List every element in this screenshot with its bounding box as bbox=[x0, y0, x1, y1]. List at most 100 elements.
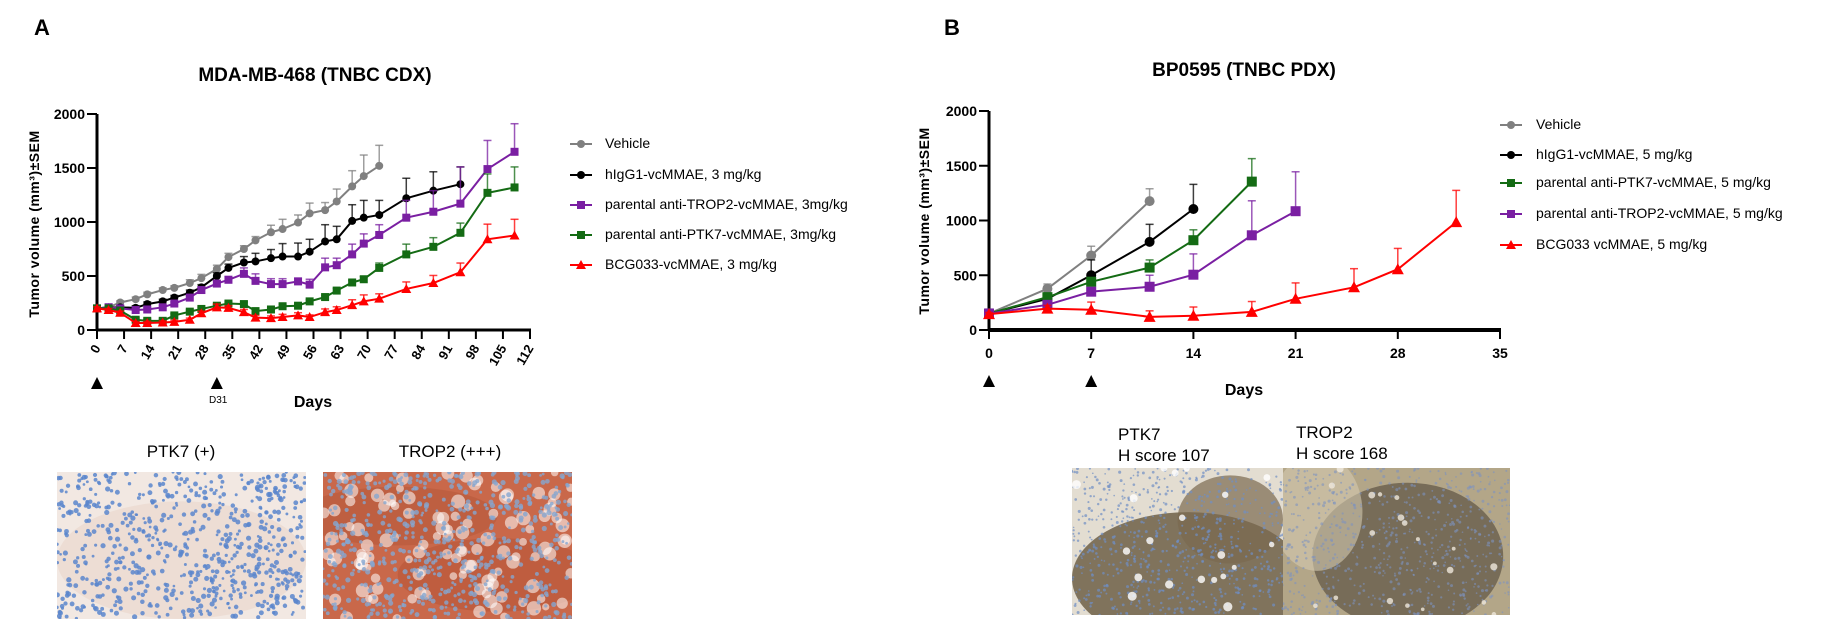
ihc-cell bbox=[1111, 606, 1115, 610]
ihc-cell bbox=[1290, 513, 1293, 515]
ihc-cell bbox=[1167, 607, 1171, 611]
ihc-cell bbox=[224, 544, 229, 550]
ihc-cell bbox=[81, 474, 87, 480]
ihc-cell bbox=[179, 591, 184, 595]
ihc-cell bbox=[1292, 574, 1295, 577]
ihc-cell bbox=[1293, 495, 1296, 499]
data-point bbox=[456, 228, 465, 237]
ihc-cell bbox=[1142, 487, 1145, 491]
ihc-cell bbox=[1179, 542, 1181, 545]
ihc-cell bbox=[1219, 568, 1222, 571]
ihc-cell bbox=[460, 566, 464, 570]
ihc-cell bbox=[1364, 566, 1367, 570]
ihc-cell bbox=[345, 577, 351, 583]
ihc-cell bbox=[457, 612, 462, 617]
ihc-cell bbox=[257, 570, 262, 575]
ihc-cell bbox=[1294, 566, 1298, 570]
ihc-cell bbox=[1178, 514, 1186, 521]
ihc-cell bbox=[174, 545, 178, 548]
ihc-cell bbox=[487, 578, 499, 591]
ihc-cell bbox=[1268, 541, 1275, 548]
ihc-cell bbox=[1165, 569, 1169, 573]
ihc-cell bbox=[1422, 492, 1426, 496]
ihc-cell bbox=[490, 472, 495, 477]
ihc-cell bbox=[411, 535, 415, 539]
ihc-cell bbox=[1491, 612, 1497, 615]
ihc-cell bbox=[1392, 603, 1396, 607]
ihc-cell bbox=[1077, 518, 1080, 521]
ihc-cell bbox=[340, 556, 343, 559]
ihc-cell bbox=[74, 530, 78, 534]
ihc-cell bbox=[297, 514, 303, 520]
ihc-cell bbox=[1073, 535, 1076, 538]
data-point bbox=[197, 286, 206, 295]
ihc-cell bbox=[382, 561, 387, 566]
ihc-cell bbox=[1185, 549, 1188, 551]
ihc-cell bbox=[476, 537, 482, 543]
ihc-cell bbox=[1205, 605, 1208, 609]
ihc-cell bbox=[1469, 537, 1472, 540]
ihc-cell bbox=[1432, 511, 1435, 514]
ihc-cell bbox=[193, 509, 198, 513]
ihc-cell bbox=[1127, 591, 1137, 601]
series-line bbox=[988, 200, 1151, 315]
legend-entry: parental anti-PTK7-vcMMAE, 3mg/kg bbox=[605, 226, 837, 242]
ihc-cell bbox=[1342, 556, 1345, 559]
ihc-cell bbox=[127, 512, 133, 518]
ihc-cell bbox=[1303, 476, 1306, 479]
ihc-cell bbox=[1505, 504, 1508, 507]
ihc-cell bbox=[1418, 542, 1422, 546]
ihc-cell bbox=[1344, 534, 1347, 537]
ihc-cell bbox=[1466, 607, 1470, 611]
ihc-cell bbox=[1471, 485, 1475, 488]
ihc-cell bbox=[230, 578, 236, 584]
ihc-cell bbox=[1449, 522, 1452, 526]
ihc-cell bbox=[1097, 588, 1101, 592]
ihc-cell bbox=[1384, 572, 1386, 574]
ihc-cell bbox=[1460, 504, 1462, 507]
ihc-cell bbox=[1298, 608, 1301, 611]
data-point bbox=[509, 230, 520, 240]
ihc-cell bbox=[503, 503, 509, 509]
ihc-cell bbox=[1221, 570, 1223, 573]
ihc-cell bbox=[463, 599, 467, 603]
ihc-cell bbox=[1185, 566, 1189, 569]
ihc-cell bbox=[57, 605, 59, 610]
ihc-cell bbox=[1352, 503, 1356, 506]
ihc-cell bbox=[444, 600, 449, 605]
ihc-cell bbox=[190, 595, 196, 602]
ihc-cell bbox=[352, 517, 356, 522]
ihc-cell bbox=[1125, 503, 1129, 507]
ihc-cell bbox=[255, 601, 261, 608]
ihc-cell bbox=[1185, 596, 1189, 600]
ihc-cell bbox=[1222, 612, 1225, 614]
ihc-cell bbox=[1333, 595, 1339, 601]
ihc-cell bbox=[1151, 498, 1153, 500]
ihc-images bbox=[57, 468, 1510, 619]
ihc-cell bbox=[1155, 530, 1158, 533]
ihc-cell bbox=[1422, 543, 1425, 546]
ihc-cell bbox=[395, 615, 400, 619]
ihc-cell bbox=[407, 479, 413, 485]
ihc-cell bbox=[202, 587, 207, 591]
ihc-cell bbox=[1373, 570, 1376, 574]
ihc-cell bbox=[522, 511, 528, 517]
ihc-cell bbox=[260, 582, 265, 587]
ihc-cell bbox=[504, 613, 511, 619]
ihc-cell bbox=[1219, 548, 1222, 552]
ihc-cell bbox=[211, 553, 216, 558]
ihc-cell bbox=[73, 583, 79, 589]
ihc-cell bbox=[1491, 531, 1494, 534]
ihc-cell bbox=[1129, 494, 1138, 503]
ihc-cell bbox=[190, 590, 194, 595]
ihc-cell bbox=[1388, 516, 1391, 519]
ihc-cell bbox=[1267, 583, 1270, 586]
ihc-cell bbox=[472, 598, 478, 604]
data-point bbox=[305, 297, 314, 306]
ihc-cell bbox=[1173, 608, 1177, 611]
ihc-cell bbox=[1390, 495, 1393, 498]
ihc-cell bbox=[1268, 593, 1271, 596]
ihc-cell bbox=[377, 601, 382, 606]
ihc-cell bbox=[1136, 587, 1139, 589]
ihc-cell bbox=[1402, 551, 1406, 554]
